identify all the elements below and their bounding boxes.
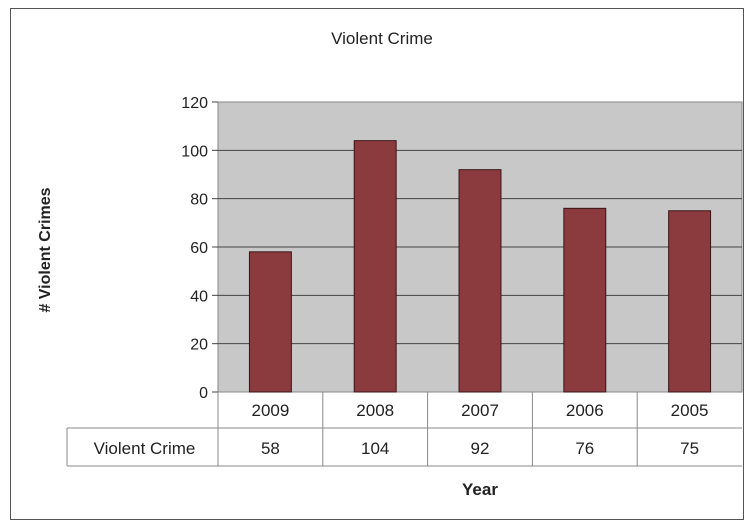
table-value: 75	[680, 439, 699, 458]
x-tick-label: 2008	[356, 401, 394, 420]
x-tick-label: 2009	[251, 401, 289, 420]
y-tick-label: 80	[190, 192, 208, 209]
bar-2009	[248, 251, 292, 393]
bar-2005	[668, 210, 712, 393]
y-tick-label: 40	[190, 288, 208, 305]
bar-2008	[353, 140, 397, 393]
y-axis-label: # Violent Crimes	[37, 187, 54, 312]
x-tick-label: 2007	[461, 401, 499, 420]
table-value: 92	[471, 439, 490, 458]
bars	[248, 140, 712, 393]
chart-title: Violent Crime	[331, 29, 433, 48]
table-value: 58	[261, 439, 280, 458]
bar-2006	[563, 207, 607, 393]
x-axis-label: Year	[462, 480, 498, 499]
y-tick-label: 20	[190, 337, 208, 354]
bar-2007	[458, 169, 502, 393]
table-value: 76	[575, 439, 594, 458]
x-tick-label: 2006	[566, 401, 604, 420]
y-tick-label: 100	[181, 143, 208, 160]
table-series-name: Violent Crime	[94, 439, 196, 458]
table-value: 104	[361, 439, 389, 458]
x-tick-label: 2005	[671, 401, 709, 420]
y-tick-label: 0	[199, 385, 208, 402]
y-tick-label: 60	[190, 240, 208, 257]
y-axis-ticks: 0 20 40 60 80 100 120	[181, 95, 218, 402]
data-table: 2009 2008 2007 2006 2005 Violent Crime 58 104 92…	[66, 392, 742, 467]
y-tick-label: 120	[181, 95, 208, 112]
